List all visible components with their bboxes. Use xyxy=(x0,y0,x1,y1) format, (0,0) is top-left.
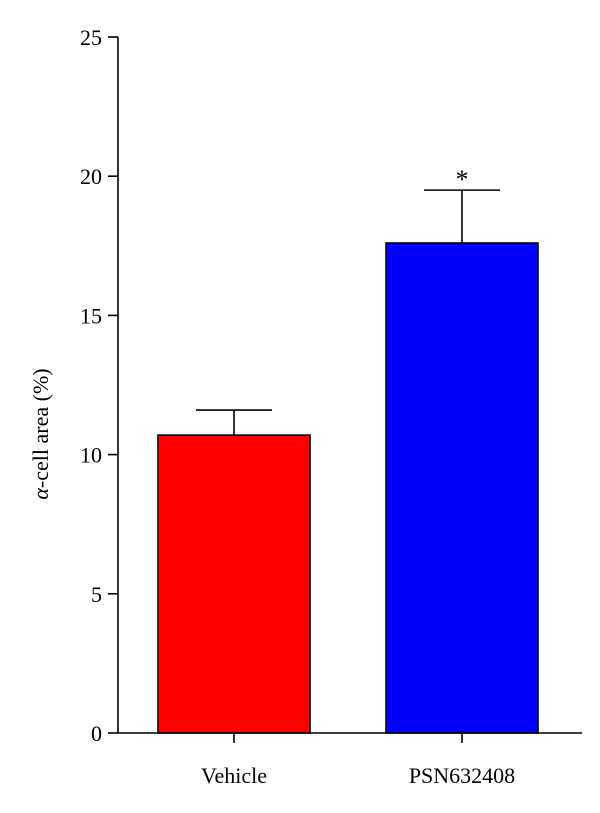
x-tick-label: PSN632408 xyxy=(409,763,515,788)
bar xyxy=(385,242,539,734)
bar xyxy=(157,434,311,734)
y-tick-label: 0 xyxy=(91,721,102,746)
y-axis-title: α-cell area (%) xyxy=(28,368,53,499)
x-axis: Vehicle PSN632408 xyxy=(118,732,582,788)
y-tick-label: 25 xyxy=(80,25,102,50)
x-tick-label: Vehicle xyxy=(201,763,267,788)
y-axis-title-symbol: α xyxy=(28,488,53,500)
y-tick-label: 15 xyxy=(80,303,102,328)
y-tick-label: 20 xyxy=(80,164,102,189)
y-tick-label: 5 xyxy=(91,582,102,607)
y-tick-label: 10 xyxy=(80,443,102,468)
y-axis-title-text: -cell area (%) xyxy=(28,368,53,488)
bars: * xyxy=(157,165,539,734)
significance-marker: * xyxy=(456,165,469,194)
y-axis: 0 5 10 15 20 25 xyxy=(80,25,119,746)
